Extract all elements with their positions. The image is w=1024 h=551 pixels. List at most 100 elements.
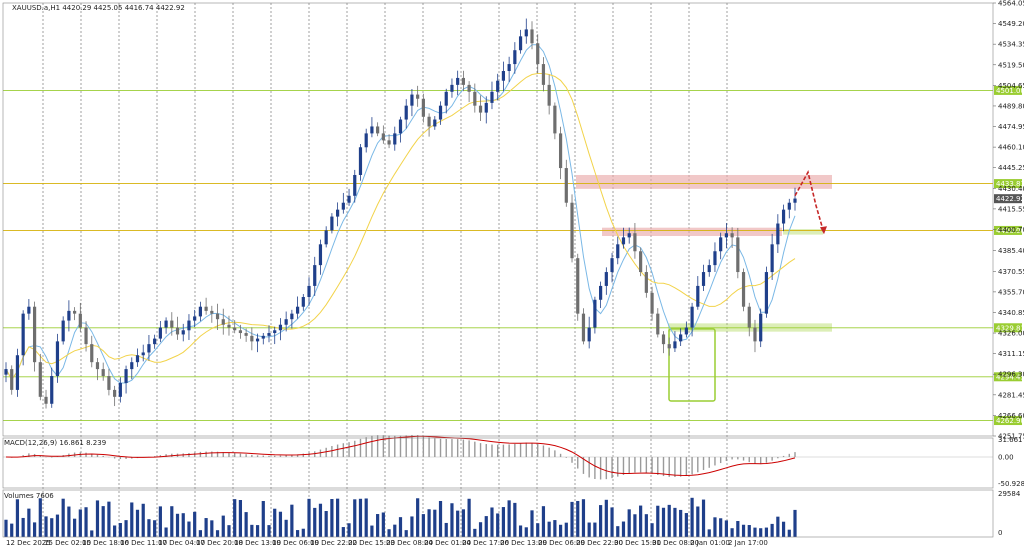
candle-body <box>135 355 140 363</box>
volume-bar <box>787 529 791 537</box>
candle-body <box>330 216 334 231</box>
price-tick-label: 4549.20 <box>998 20 1024 28</box>
volume-bar <box>4 519 8 537</box>
current-price-label: 4422.92 <box>996 195 1024 203</box>
volume-bar <box>764 527 769 537</box>
price-tick-label: 4311.15 <box>998 350 1024 358</box>
candle-body <box>370 126 374 134</box>
price-tick-label: 4400.70 <box>998 226 1024 234</box>
candle-body <box>679 334 683 342</box>
volume-bar <box>473 528 477 537</box>
candle-body <box>90 344 94 363</box>
volume-bar <box>679 509 683 537</box>
price-tick-label: 4489.80 <box>998 102 1024 110</box>
candle-body <box>461 77 465 85</box>
candle-body <box>661 334 666 345</box>
candle-body <box>233 327 237 331</box>
time-tick-label: 17 Dec 04:00 <box>158 539 205 547</box>
volume-bar <box>118 523 122 537</box>
candle-body <box>690 306 694 328</box>
volume-bar <box>639 505 643 537</box>
volume-bar <box>484 516 488 537</box>
volume-bar <box>690 497 694 537</box>
volume-bar <box>633 514 637 537</box>
candle-body <box>713 251 717 266</box>
volume-bar <box>759 528 763 537</box>
price-tick-label: 4430.40 <box>998 185 1024 193</box>
time-tick-label: 15 Dec 18:00 <box>82 539 129 547</box>
candle-body <box>393 133 397 145</box>
support-box <box>668 328 716 402</box>
candle-body <box>73 310 77 314</box>
candle-body <box>118 382 122 397</box>
candle-body <box>484 102 488 113</box>
candle-body <box>238 330 243 334</box>
candle-body <box>673 341 677 349</box>
candle-body <box>513 50 517 65</box>
time-tick-label: 19 Dec 22:00 <box>310 539 357 547</box>
forecast-arrow <box>794 170 827 235</box>
level-tag <box>994 85 1022 95</box>
candle-body <box>113 389 117 397</box>
candle-body <box>478 105 483 113</box>
candle-body <box>153 338 157 345</box>
volume-bar <box>21 517 25 537</box>
volume-bar <box>724 520 728 537</box>
candle-body <box>621 237 626 245</box>
candle-body <box>95 362 100 370</box>
volume-bar <box>170 506 174 537</box>
volume-bar <box>421 514 425 537</box>
volume-bar <box>593 522 597 537</box>
candle-body <box>295 306 300 314</box>
candle-body <box>267 333 271 336</box>
volume-bar <box>667 504 671 537</box>
target-zone <box>783 229 823 235</box>
candle-body <box>341 202 345 210</box>
volume-bar <box>244 512 248 537</box>
candle-body <box>707 265 711 273</box>
volume-bar <box>696 506 700 537</box>
time-tick-label: 16 Dec 11:00 <box>120 539 167 547</box>
candle-body <box>107 376 111 390</box>
volume-bar <box>444 522 448 537</box>
candle-body <box>507 64 511 72</box>
time-tick-label: 15 Dec 02:00 <box>44 539 91 547</box>
candle-body <box>324 230 328 245</box>
volume-bar <box>227 525 231 537</box>
volume-bar <box>707 529 711 537</box>
volume-bar <box>336 498 340 537</box>
candle-body <box>227 324 231 328</box>
volume-bar <box>238 499 243 537</box>
volume-bar <box>113 525 117 537</box>
volume-bar <box>261 501 265 537</box>
price-tick-label: 4474.95 <box>998 123 1024 131</box>
candle-body <box>656 313 660 335</box>
volume-bar <box>55 514 60 537</box>
volume-bar <box>581 499 586 537</box>
candle-body <box>438 105 443 120</box>
time-tick-label: 29 Dec 22:00 <box>576 539 623 547</box>
candle-body <box>473 91 477 106</box>
level-tag-label: 4400.00 <box>996 227 1024 235</box>
moving-averages <box>5 44 796 384</box>
volume-bar <box>295 530 300 537</box>
volume-bar <box>496 513 500 537</box>
volume-bar <box>507 500 511 537</box>
level-tag <box>994 179 1022 189</box>
candle-body <box>273 330 277 334</box>
candle-body <box>581 313 586 342</box>
candle-body <box>427 116 431 127</box>
macd-tick-label: 31.661 <box>998 436 1023 444</box>
time-tick-label: 18 Dec 13:00 <box>234 539 281 547</box>
price-tick-label: 4564.05 <box>998 0 1024 8</box>
current-price-tag <box>994 194 1022 204</box>
candle-body <box>67 310 71 321</box>
candle-body <box>593 299 597 328</box>
candle-body <box>793 198 797 203</box>
volume-bar <box>513 502 517 537</box>
volume-bar <box>15 499 20 537</box>
candle-body <box>130 362 134 370</box>
candle-body <box>587 327 591 342</box>
